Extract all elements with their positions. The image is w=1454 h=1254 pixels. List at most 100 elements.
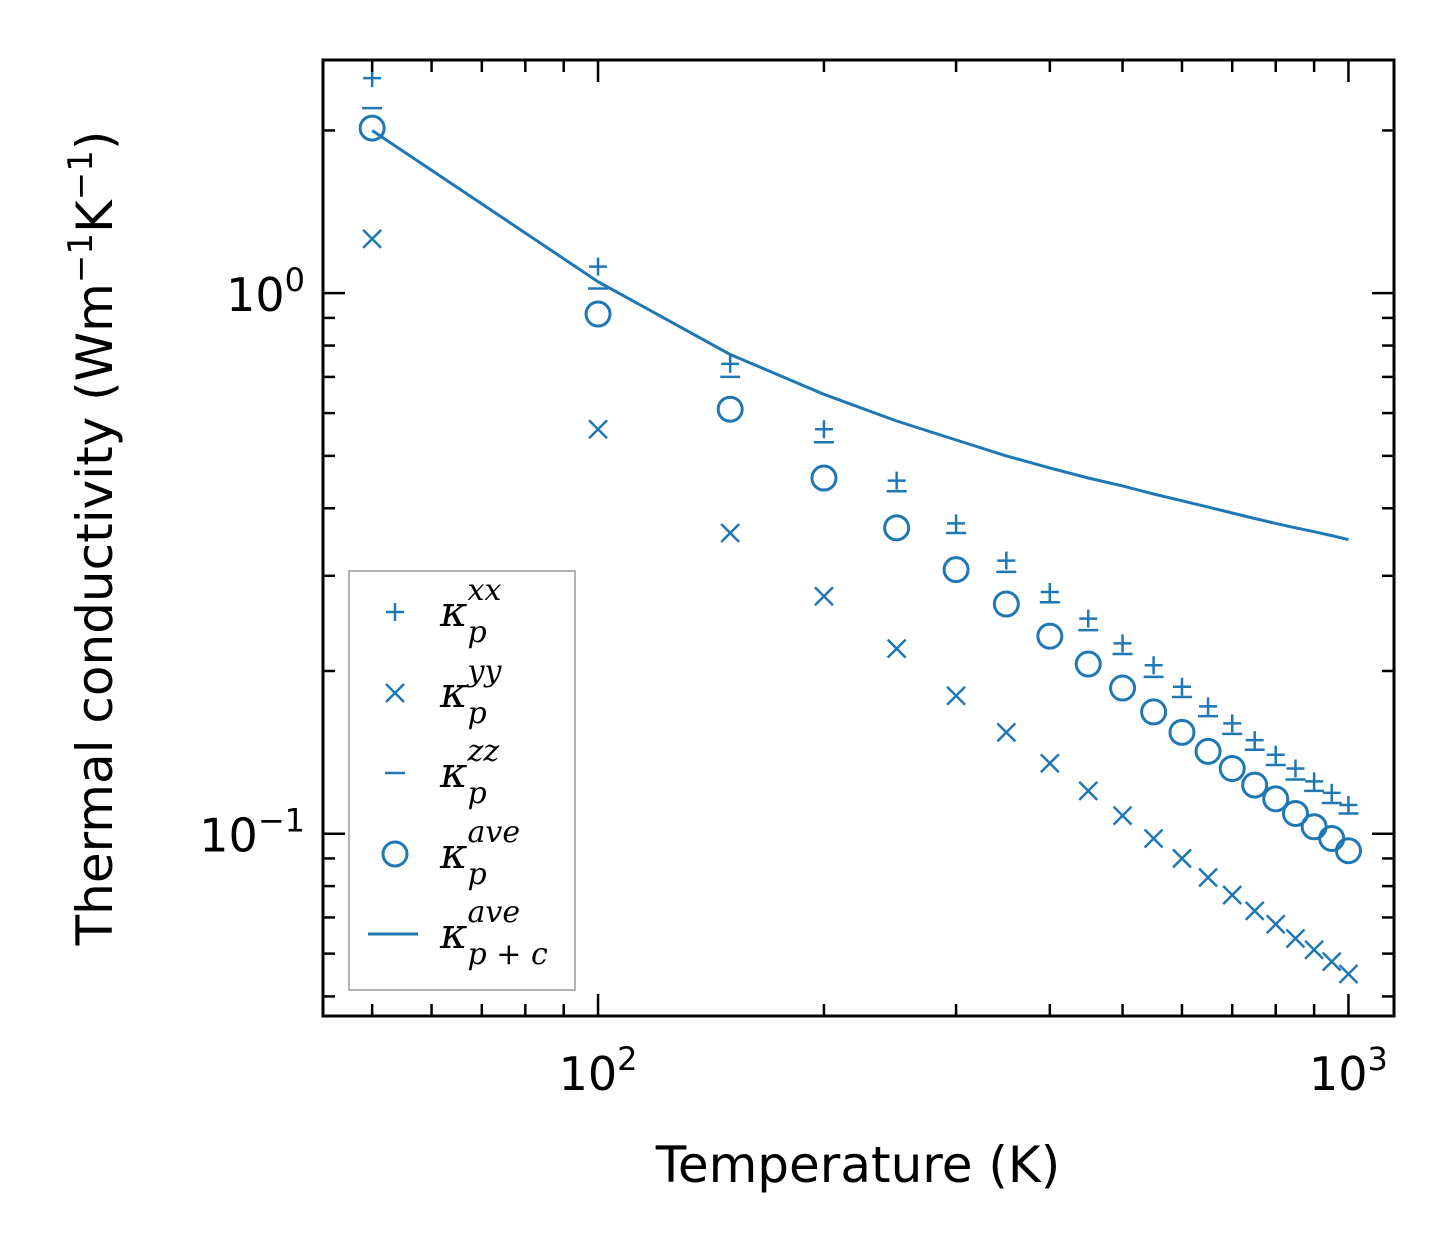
data-point-kappa_p_xx-750 — [1245, 731, 1264, 750]
y-axis-title: Thermal conductivity (Wm−1K−1) — [61, 131, 124, 947]
data-point-kappa_p_ave-850 — [1281, 799, 1309, 827]
data-point-kappa_p_xx-550 — [1144, 656, 1163, 675]
data-point-kappa_p_xx-150 — [721, 354, 740, 373]
series-kappa_p_yy — [362, 229, 1359, 984]
data-point-kappa_p_ave-600 — [1168, 718, 1196, 746]
legend-sub: p — [468, 776, 487, 811]
data-point-kappa_p_yy-100 — [588, 419, 608, 440]
y-axis-title-sup2: −1 — [61, 150, 101, 200]
data-point-kappa_p_yy-150 — [720, 523, 741, 543]
axes-frame — [321, 58, 1396, 1018]
data-point-kappa_p_yy-800 — [1265, 914, 1286, 935]
legend-entry-0: κxx p — [386, 573, 501, 650]
legend-sub: p — [468, 615, 487, 650]
data-point-kappa_p_xx-200 — [814, 420, 833, 439]
legend-label-2: κzz p — [439, 734, 499, 811]
data-point-kappa_p_ave-100 — [584, 300, 612, 328]
data-point-kappa_p_xx-400 — [1040, 583, 1059, 602]
ticks-layer — [323, 60, 1394, 1016]
data-point-kappa_p_xx-600 — [1172, 677, 1191, 696]
y-tick-label-base: 10 — [226, 268, 285, 322]
data-point-kappa_p_ave-700 — [1218, 755, 1246, 783]
series-kappa_p_zz — [362, 106, 1359, 815]
legend-entry-3: κave p — [381, 815, 521, 892]
legend-sup: yy — [466, 654, 503, 689]
data-point-kappa_p_yy-700 — [1222, 885, 1243, 905]
data-point-kappa_p_ave-1000 — [1334, 837, 1362, 865]
legend-label-4: κave p + c — [439, 895, 548, 972]
data-point-kappa_p_ave-200 — [810, 464, 838, 492]
data-point-kappa_p_yy-950 — [1321, 951, 1342, 972]
legend-sub: p + c — [468, 937, 548, 972]
data-point-kappa_p_xx-250 — [887, 471, 906, 490]
data-point-kappa_p_xx-850 — [1286, 759, 1305, 778]
data-point-kappa_p_yy-350 — [996, 722, 1017, 743]
legend-entry-2: κzz p — [385, 734, 499, 811]
data-point-kappa_p_ave-500 — [1109, 674, 1137, 702]
legend-marker-x — [385, 683, 405, 703]
data-point-kappa_p_yy-750 — [1244, 900, 1265, 921]
data-point-kappa_p_yy-250 — [886, 638, 907, 659]
data-point-kappa_p_xx-650 — [1199, 697, 1218, 716]
data-point-kappa_p_yy-1000 — [1338, 964, 1359, 984]
legend-marker-plus — [386, 603, 404, 621]
y-tick-label-0.1: 10−1 — [199, 802, 305, 863]
y-tick-label-exp: −1 — [258, 802, 305, 840]
data-point-kappa_p_xx-300 — [947, 514, 966, 533]
y-axis-title-prefix: Thermal conductivity (Wm — [66, 283, 124, 946]
data-point-kappa_p_ave-450 — [1074, 650, 1102, 678]
x-axis-title: Temperature (K) — [655, 1136, 1060, 1194]
data-point-kappa_p_xx-700 — [1223, 714, 1242, 733]
y-tick-label-exp: 0 — [285, 261, 305, 299]
legend-marker-circle — [381, 840, 409, 868]
series-kappa_pc_ave — [371, 129, 1349, 542]
legend-symbol: κ — [439, 748, 468, 797]
data-point-kappa_p_xx-950 — [1322, 783, 1341, 802]
legend-symbol: κ — [439, 829, 468, 878]
x-tick-label-1000: 103 — [1309, 1040, 1388, 1101]
x-tick-label-exp: 2 — [617, 1040, 637, 1078]
data-point-kappa_p_yy-400 — [1039, 753, 1060, 774]
data-point-kappa_p_ave-50 — [358, 114, 386, 142]
data-point-kappa_p_ave-350 — [992, 590, 1020, 618]
data-point-kappa_p_xx-350 — [997, 551, 1016, 570]
legend-symbol: κ — [439, 587, 468, 636]
data-point-kappa_p_xx-450 — [1079, 609, 1098, 628]
data-point-kappa_p_ave-950 — [1318, 824, 1346, 852]
data-point-kappa_p_ave-650 — [1194, 737, 1222, 765]
data-point-kappa_p_ave-900 — [1300, 813, 1328, 841]
data-point-kappa_p_yy-600 — [1172, 848, 1192, 869]
legend-sup: xx — [468, 573, 502, 608]
data-point-kappa_p_yy-500 — [1112, 805, 1133, 826]
data-point-kappa_p_xx-900 — [1305, 772, 1324, 791]
data-point-kappa_p_xx-50 — [363, 69, 382, 88]
data-point-kappa_p_ave-800 — [1262, 785, 1290, 813]
series-line-kappa_pc_ave — [371, 129, 1349, 542]
data-point-kappa_p_xx-500 — [1113, 634, 1132, 653]
legend-symbol: κ — [439, 668, 468, 717]
data-point-kappa_p_yy-850 — [1285, 928, 1306, 949]
data-point-kappa_p_yy-650 — [1198, 867, 1218, 888]
series-kappa_p_ave — [358, 114, 1362, 865]
legend-entry-4: κave p + c — [368, 895, 548, 972]
legend-label-1: κyy p — [439, 654, 502, 731]
data-point-kappa_p_ave-550 — [1140, 698, 1168, 726]
legend-box — [348, 570, 576, 991]
series-layer — [358, 69, 1362, 984]
data-point-kappa_p_ave-300 — [942, 556, 970, 584]
y-axis-title-sup1: −1 — [61, 233, 101, 283]
y-axis-title-suffix: ) — [66, 131, 124, 151]
legend-sub: p — [468, 857, 487, 892]
x-tick-label-base: 10 — [559, 1047, 618, 1101]
y-axis-title-middle: K — [66, 199, 124, 233]
legend-sup: ave — [468, 815, 521, 850]
data-point-kappa_p_yy-300 — [946, 685, 966, 706]
legend-symbol: κ — [439, 909, 468, 958]
data-point-kappa_p_ave-400 — [1036, 622, 1064, 650]
x-tick-label-base: 10 — [1309, 1047, 1368, 1101]
y-tick-label-base: 10 — [199, 809, 258, 863]
data-point-kappa_p_xx-800 — [1266, 745, 1285, 764]
